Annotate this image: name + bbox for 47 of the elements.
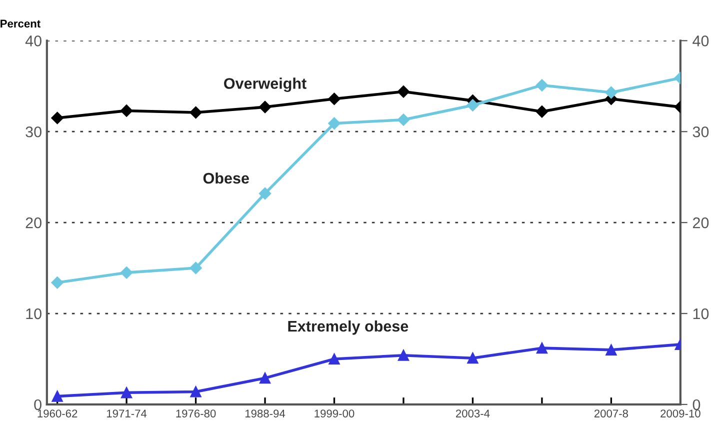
point [120, 266, 133, 279]
y2-tick-label: 30 [692, 126, 709, 138]
point [397, 114, 410, 126]
point [259, 372, 271, 384]
point [258, 100, 272, 114]
point [51, 276, 64, 289]
point [51, 112, 64, 124]
series-label: Obese [203, 172, 249, 184]
point [536, 106, 548, 118]
point [120, 387, 132, 398]
point [328, 353, 340, 365]
point [606, 344, 617, 356]
y2-tick-label: 0 [692, 399, 700, 410]
x-tick-label: 2009-10 [660, 410, 700, 418]
point [190, 386, 202, 398]
x-tick-label: 1971-74 [107, 410, 147, 418]
series-label: Overweight [224, 78, 306, 92]
x-tick-label: 1988-94 [245, 410, 286, 418]
y2-tick-label: 40 [692, 36, 709, 46]
point [120, 104, 133, 117]
point [52, 390, 63, 402]
y-tick-label: 20 [26, 217, 42, 228]
y-tick-label: 0 [34, 399, 42, 410]
y-tick-label: 40 [25, 36, 42, 46]
x-tick-label: 1976-80 [176, 410, 216, 418]
point [190, 106, 202, 119]
point [536, 79, 548, 92]
y-axis-title: Percent [0, 20, 40, 28]
point [328, 117, 340, 130]
x-tick-label: 2003-4 [456, 410, 490, 418]
point [467, 352, 478, 364]
y-tick-label: 10 [26, 308, 42, 320]
x-tick-label: 1960-62 [38, 410, 78, 418]
point [190, 262, 202, 274]
point [536, 342, 548, 354]
x-tick-label: 1999-00 [314, 410, 354, 418]
point [397, 85, 410, 98]
point [398, 350, 410, 361]
y2-tick-label: 20 [693, 217, 709, 228]
point [328, 92, 340, 105]
x-tick-label: 2007-8 [594, 410, 628, 418]
point [466, 99, 479, 112]
series-label: Extremely obese [288, 320, 408, 335]
y-tick-label: 30 [26, 126, 42, 138]
point [605, 86, 618, 99]
y2-tick-label: 10 [693, 308, 709, 320]
point [258, 187, 272, 200]
